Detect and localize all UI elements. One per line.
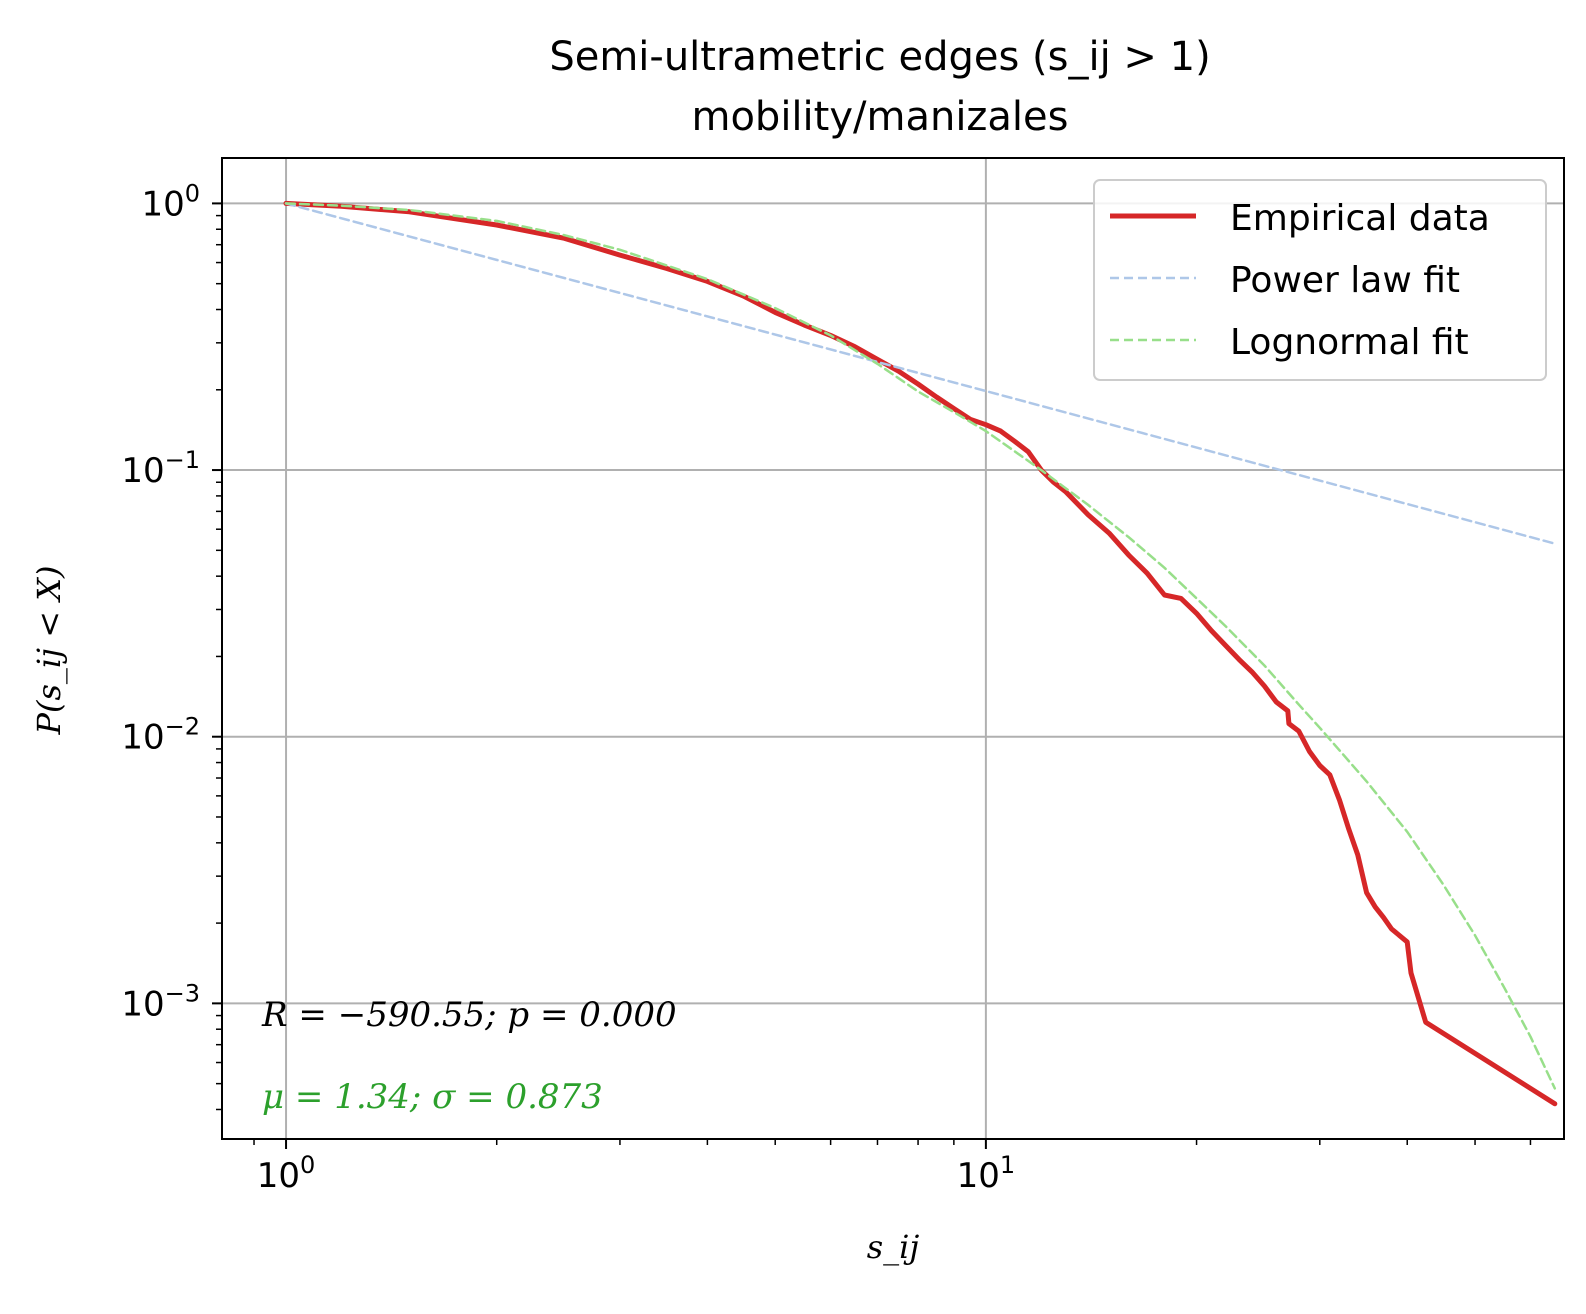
legend-label-power-law: Power law fit (1230, 260, 1460, 301)
tick-labels: 100 101 100 10−1 10−2 10−3 (121, 179, 1015, 1196)
plot-frame (221, 157, 1565, 1140)
legend: Empirical data Power law fit Lognormal f… (1093, 179, 1547, 381)
chart-subtitle: mobility/manizales (691, 94, 1068, 140)
series-line-lognormal-fit (284, 202, 1557, 1090)
grid (222, 158, 1564, 1139)
x-tick-label: 101 (957, 1151, 1016, 1196)
y-tick-label: 10−2 (121, 713, 200, 758)
legend-label-lognormal: Lognormal fit (1230, 322, 1469, 363)
major-ticks (212, 202, 987, 1149)
chart-title: Semi-ultrametric edges (s_ij > 1) (549, 34, 1210, 80)
series-line-empirical-data (283, 200, 1558, 1107)
annotation-stats-mu: μ = 1.34; σ = 0.873 (262, 1077, 603, 1117)
y-tick-label: 10−3 (121, 979, 200, 1024)
y-axis-label: P(s_ij < X) (30, 565, 68, 735)
series-layer (283, 200, 1558, 1107)
legend-box (1093, 179, 1547, 381)
x-axis-label: s_ij (867, 1228, 920, 1266)
x-tick-label: 100 (257, 1151, 316, 1196)
annotation-stats-R: R = −590.55; p = 0.000 (261, 995, 677, 1035)
y-tick-label: 10−1 (121, 446, 200, 491)
legend-label-empirical: Empirical data (1230, 198, 1490, 239)
series-line-power-law-fit (284, 202, 1557, 545)
y-tick-label: 100 (141, 179, 200, 224)
